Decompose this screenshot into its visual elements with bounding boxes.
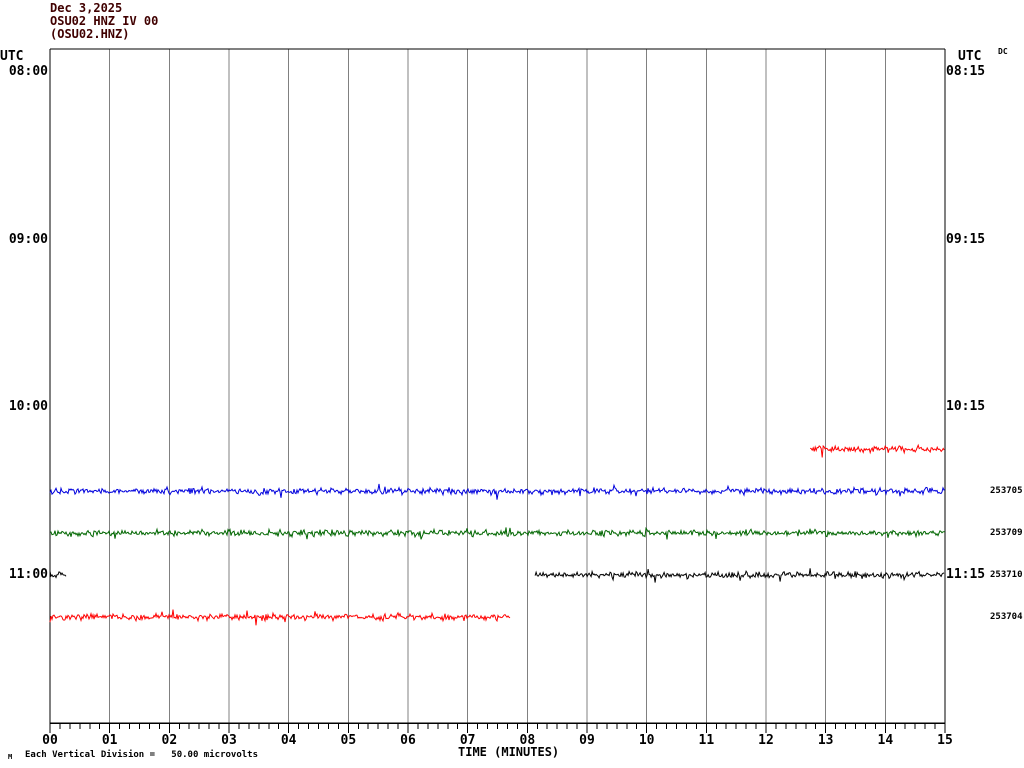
seismic-trace-253709 (50, 526, 945, 540)
left-time-label: 09:00 (8, 231, 48, 247)
plot-title-block: Dec 3,2025 OSU02 HNZ IV 00 (OSU02.HNZ) (50, 2, 158, 41)
utc-header-right: UTC (958, 49, 982, 64)
trace-id-label: 253710 (990, 570, 1023, 581)
x-tick-label: 06 (400, 733, 416, 748)
left-time-label: 08:00 (8, 64, 48, 79)
seismic-trace-253704 (49, 609, 511, 626)
seismic-trace-253710 (49, 571, 67, 579)
right-time-label: 09:15 (946, 231, 986, 247)
x-tick-label: 10 (638, 733, 655, 748)
dc-label: DC (998, 47, 1008, 56)
right-time-label: 11:15 (946, 567, 986, 583)
x-tick-label: 02 (161, 733, 178, 748)
x-tick-label: 03 (221, 733, 237, 748)
trace-id-label: 253704 (990, 611, 1023, 622)
x-tick-label: 01 (101, 733, 118, 748)
x-tick-label: 00 (42, 733, 58, 748)
seismic-trace (809, 443, 945, 458)
seismic-trace-253710 (534, 568, 945, 583)
x-tick-label: 15 (937, 733, 953, 748)
x-tick-label: 07 (459, 733, 476, 748)
x-tick-label: 11 (698, 733, 715, 748)
title-date: Dec 3,2025 (50, 1, 123, 15)
right-time-label: 08:15 (946, 64, 986, 79)
left-time-label: 11:00 (8, 567, 48, 583)
left-time-label: 10:00 (8, 399, 48, 415)
x-tick-label: 14 (877, 733, 894, 748)
trace-id-label: 253705 (990, 486, 1023, 497)
trace-id-label: 253709 (990, 528, 1023, 539)
x-tick-label: 13 (817, 733, 834, 748)
x-tick-label: 04 (280, 733, 297, 748)
x-tick-label: 09 (579, 733, 595, 748)
x-tick-label: 08 (519, 733, 536, 748)
title-channel: (OSU02.HNZ) (50, 27, 130, 41)
cursor-glyph: M (8, 753, 13, 761)
utc-header-left: UTC (0, 49, 24, 64)
x-axis-title: TIME (MINUTES) (458, 745, 560, 759)
vertical-division-note: Each Vertical Division = 50.00 microvolt… (25, 750, 258, 760)
right-time-label: 10:15 (946, 399, 986, 415)
title-station: OSU02 HNZ IV 00 (50, 14, 159, 28)
x-tick-label: 12 (758, 733, 774, 748)
seismic-trace-253705 (49, 483, 946, 500)
x-tick-label: 05 (340, 733, 357, 748)
